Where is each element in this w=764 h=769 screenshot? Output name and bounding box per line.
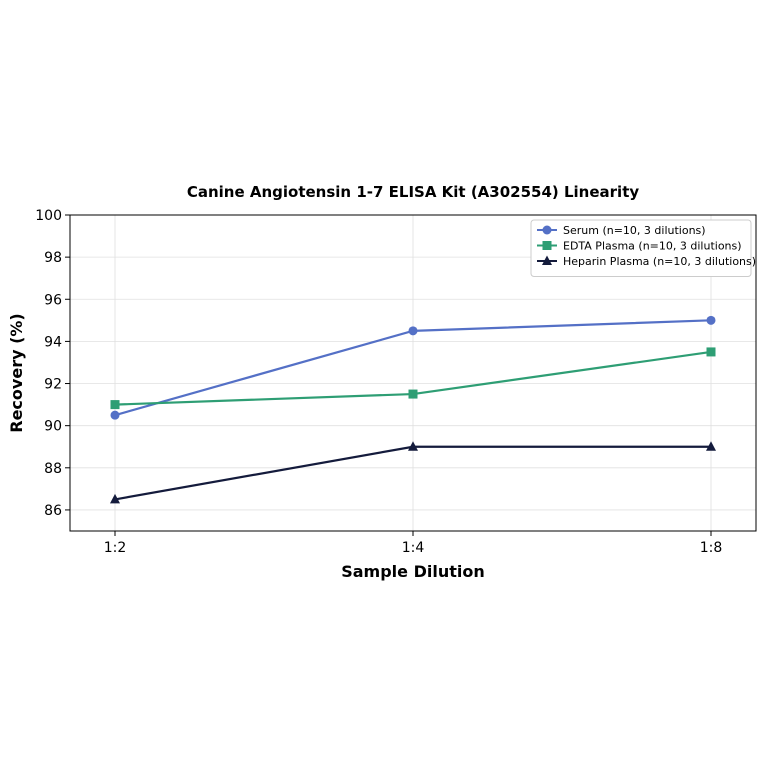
data-point (408, 441, 418, 451)
x-axis-label: Sample Dilution (341, 562, 485, 581)
chart-title: Canine Angiotensin 1-7 ELISA Kit (A30255… (187, 183, 640, 201)
legend-label: Heparin Plasma (n=10, 3 dilutions) (563, 255, 756, 268)
y-axis: 86 88 90 92 94 96 98 100 (35, 208, 70, 519)
y-tick-label: 100 (35, 208, 62, 224)
data-point (408, 326, 418, 336)
legend-box (530, 219, 752, 277)
x-tick-label: 1:4 (402, 540, 425, 556)
legend-marker (542, 255, 552, 265)
data-point (706, 347, 716, 357)
legend-label: Serum (n=10, 3 dilutions) (563, 224, 706, 237)
series-layer (110, 315, 716, 504)
legend: Serum (n=10, 3 dilutions) EDTA Plasma (n=… (530, 219, 756, 277)
x-tick-label: 1:8 (700, 540, 723, 556)
legend-label: EDTA Plasma (n=10, 3 dilutions) (563, 240, 742, 253)
y-tick-label: 90 (44, 419, 62, 435)
series-2 (110, 441, 716, 504)
series-1 (110, 347, 716, 410)
data-point (110, 400, 120, 410)
legend-entry: Heparin Plasma (n=10, 3 dilutions) (537, 255, 756, 268)
legend-entry: EDTA Plasma (n=10, 3 dilutions) (537, 240, 742, 253)
data-point (706, 315, 716, 325)
legend-marker (542, 225, 552, 235)
y-tick-label: 92 (44, 377, 62, 393)
legend-entry: Serum (n=10, 3 dilutions) (537, 224, 706, 237)
series-0 (110, 315, 716, 420)
legend-marker (542, 241, 552, 250)
x-axis: 1:2 1:4 1:8 (104, 531, 723, 556)
data-point (110, 493, 120, 504)
y-tick-label: 86 (44, 503, 62, 519)
y-axis-label: Recovery (%) (7, 313, 26, 432)
y-tick-label: 88 (44, 461, 62, 477)
x-tick-label: 1:2 (104, 540, 127, 556)
y-tick-label: 96 (44, 292, 62, 308)
data-point (408, 389, 418, 399)
y-tick-label: 94 (44, 334, 62, 350)
data-point (110, 410, 120, 420)
y-tick-label: 98 (44, 250, 62, 266)
data-point (706, 441, 716, 451)
